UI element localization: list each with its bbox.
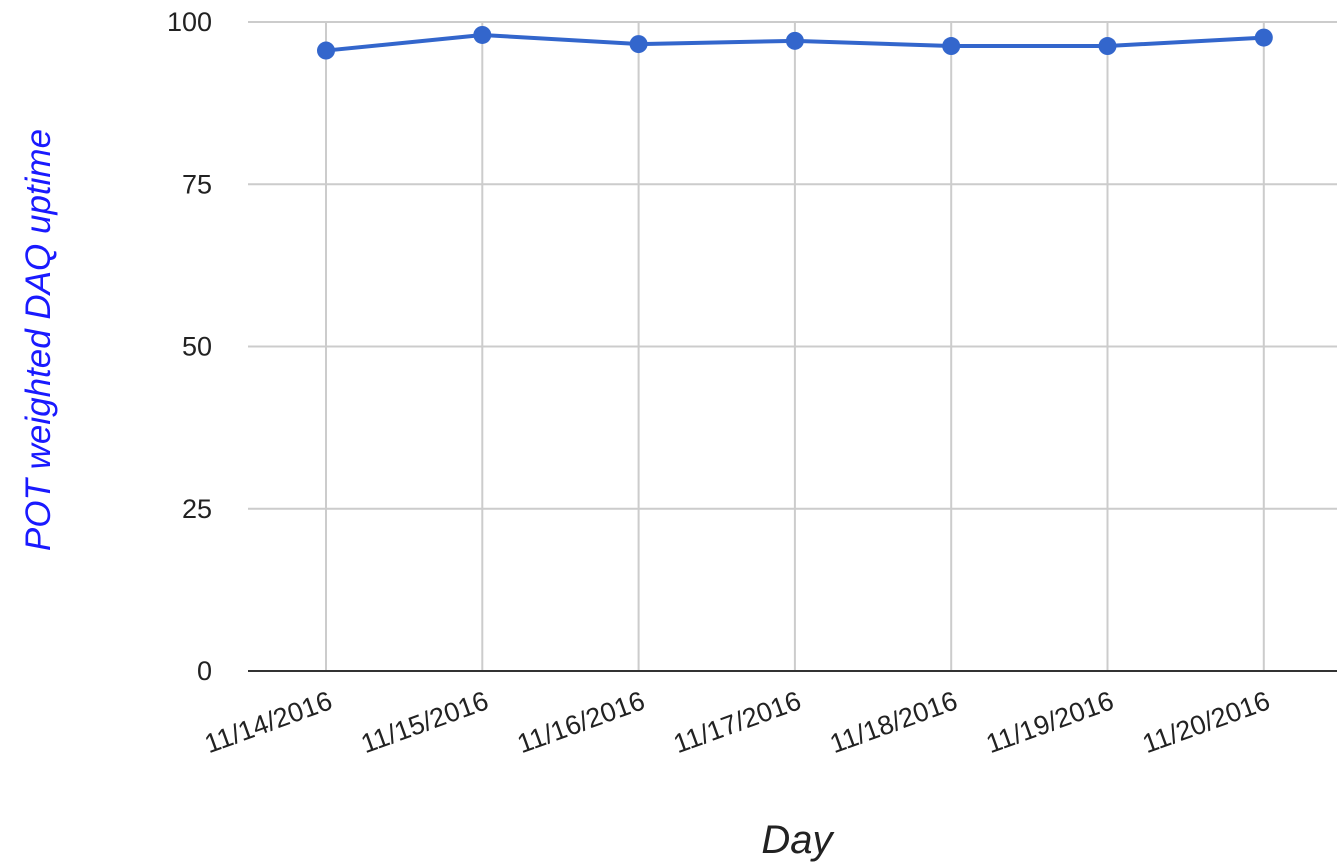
x-tick-label: 11/17/2016 [670,685,805,759]
data-point [785,31,804,50]
x-axis-title: Day [761,818,835,862]
x-axis-ticks: 11/14/2016 11/15/2016 11/16/2016 11/17/2016… [201,685,1274,759]
y-tick-label: 100 [167,7,212,37]
data-point [1254,28,1273,47]
y-tick-label: 0 [197,656,212,686]
data-point [317,41,335,60]
series-layer [317,25,1273,60]
x-tick-label: 11/20/2016 [1138,685,1273,759]
data-point [473,25,492,44]
y-axis-title: POT weighted DAQ uptime [19,129,58,551]
x-tick-label: 11/18/2016 [826,685,961,759]
y-tick-label: 25 [182,494,212,524]
grid-lines [248,21,1337,672]
y-tick-label: 50 [182,332,212,362]
x-tick-label: 11/19/2016 [982,685,1117,759]
y-axis-ticks: 0 25 50 75 100 [167,7,212,686]
y-tick-label: 75 [182,169,212,199]
x-tick-label: 11/15/2016 [357,685,492,759]
data-point [629,35,648,54]
x-tick-label: 11/16/2016 [513,685,648,759]
data-point [942,37,961,56]
data-point [1098,37,1117,56]
x-tick-label: 11/14/2016 [201,685,336,759]
